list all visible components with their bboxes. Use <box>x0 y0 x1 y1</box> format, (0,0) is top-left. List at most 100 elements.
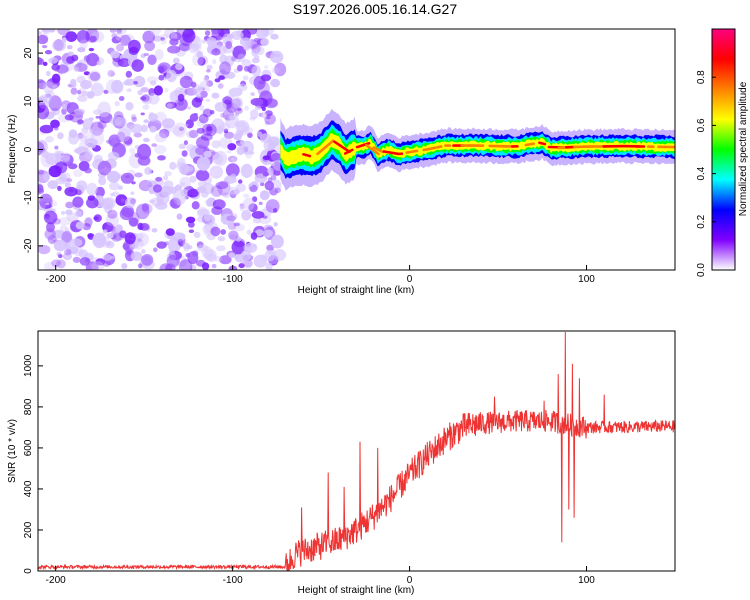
noise-blob <box>130 191 135 195</box>
noise-blob <box>123 80 131 86</box>
noise-blob <box>154 132 167 143</box>
noise-blob <box>44 50 53 55</box>
noise-blob <box>81 127 89 134</box>
noise-blob <box>267 98 279 108</box>
noise-blob <box>89 71 101 81</box>
noise-blob <box>169 199 178 208</box>
noise-blob <box>58 254 63 259</box>
noise-blob <box>225 41 233 49</box>
noise-blob <box>181 150 188 157</box>
noise-blob <box>124 197 136 208</box>
noise-blob <box>268 254 280 265</box>
noise-blob <box>66 56 75 64</box>
noise-blob <box>53 239 67 252</box>
noise-blob <box>242 75 249 81</box>
noise-blob <box>189 175 197 183</box>
noise-blob <box>191 43 202 52</box>
noise-blob <box>270 33 279 40</box>
noise-blob <box>264 121 270 126</box>
noise-blob <box>235 120 250 133</box>
noise-blob <box>257 81 270 97</box>
noise-blob <box>117 127 131 142</box>
noise-blob <box>183 140 188 146</box>
noise-blob <box>224 131 234 139</box>
noise-blob <box>55 177 68 185</box>
snr-series <box>38 331 675 571</box>
colorbar-label: Normalized spectral amplitude <box>738 81 749 216</box>
noise-blob <box>76 180 88 192</box>
snr-x-label: Height of straight line (km) <box>298 585 415 596</box>
colorbar-tick-label: 0.6 <box>696 118 707 132</box>
noise-blob <box>64 182 71 188</box>
spectrogram-x-tick-label: -100 <box>223 274 243 285</box>
noise-blob <box>87 233 93 238</box>
noise-blob <box>189 113 199 122</box>
noise-blob <box>112 232 125 241</box>
noise-blob <box>38 34 49 45</box>
noise-blob <box>203 214 212 222</box>
noise-blob <box>131 116 137 123</box>
noise-blob <box>109 115 122 127</box>
noise-blob <box>197 180 207 187</box>
noise-blob <box>130 251 143 261</box>
noise-blob <box>97 120 107 129</box>
noise-blob <box>182 29 196 43</box>
noise-blob <box>233 189 240 195</box>
noise-blob <box>48 165 62 178</box>
noise-blob <box>76 30 90 44</box>
noise-blob <box>255 229 264 237</box>
noise-blob <box>227 143 237 151</box>
noise-blob <box>206 64 213 70</box>
snr-y-label: SNR (10 * v/v) <box>7 419 18 483</box>
noise-blob <box>62 152 71 162</box>
noise-blob <box>233 223 245 232</box>
noise-blob <box>45 202 50 205</box>
noise-blob <box>77 47 85 53</box>
noise-blob <box>84 167 92 174</box>
noise-blob <box>212 153 224 165</box>
noise-blob <box>95 186 105 198</box>
noise-blob <box>197 56 206 66</box>
noise-blob <box>41 29 52 35</box>
noise-blob <box>143 52 150 57</box>
snr-x-tick-label: 100 <box>578 575 595 586</box>
noise-blob <box>188 229 195 233</box>
noise-blob <box>242 197 255 211</box>
noise-blob <box>51 64 61 71</box>
noise-blob <box>150 80 157 86</box>
snr-x-tick-label: -100 <box>223 575 243 586</box>
noise-blob <box>179 259 193 270</box>
noise-blob <box>46 222 55 233</box>
noise-blob <box>196 186 204 193</box>
noise-blob <box>90 130 105 146</box>
noise-blob <box>231 56 237 62</box>
noise-blob <box>189 264 197 270</box>
snr-line <box>38 331 675 571</box>
noise-blob <box>210 226 221 237</box>
noise-blob <box>116 43 124 52</box>
spectrogram-y-tick-label: -10 <box>23 190 34 205</box>
noise-blob <box>111 79 124 94</box>
noise-blob <box>65 31 78 42</box>
noise-blob <box>97 160 112 176</box>
noise-blob <box>259 133 272 144</box>
noise-blob <box>194 96 204 103</box>
noise-blob <box>98 176 107 186</box>
noise-blob <box>88 117 94 121</box>
noise-blob <box>196 93 202 98</box>
noise-blob <box>41 45 48 49</box>
noise-blob <box>265 262 273 270</box>
noise-blob <box>41 29 51 33</box>
noise-blob <box>186 130 197 139</box>
noise-blob <box>170 31 178 41</box>
noise-blob <box>60 210 66 215</box>
noise-blob <box>120 172 134 184</box>
noise-blob <box>180 188 188 197</box>
noise-blob <box>68 163 78 170</box>
noise-blob <box>141 254 154 266</box>
noise-blob <box>78 249 88 258</box>
noise-blob <box>273 222 278 227</box>
noise-blob <box>73 66 80 72</box>
noise-blob <box>211 263 217 269</box>
ridge-band-yellow <box>280 133 675 167</box>
